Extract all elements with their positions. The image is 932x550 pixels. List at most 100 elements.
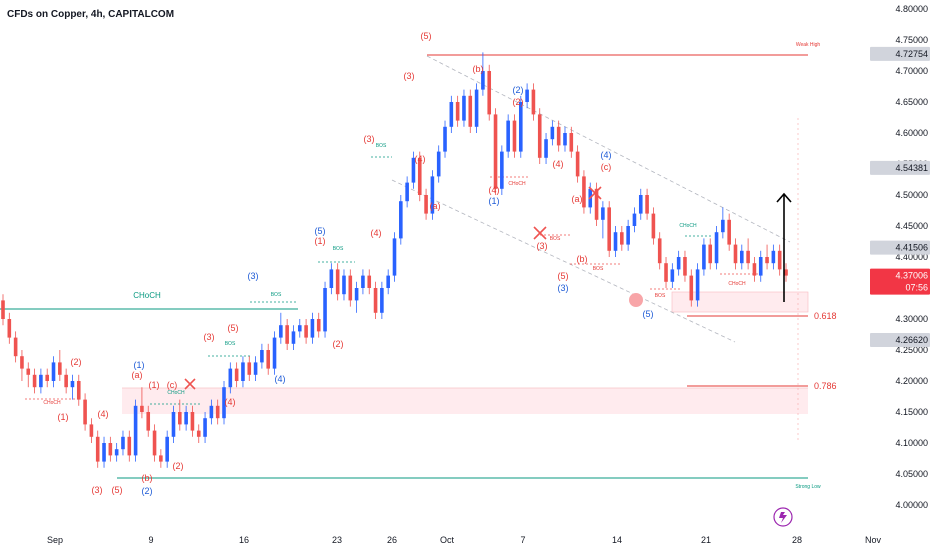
candle-body xyxy=(342,275,346,295)
candle-body xyxy=(721,219,725,233)
candle-body xyxy=(683,257,687,276)
current-price-tag xyxy=(870,268,930,295)
x-tick-label: Oct xyxy=(440,535,455,545)
structure-label: BOS xyxy=(593,266,604,272)
x-tick-label: 26 xyxy=(387,535,397,545)
candle-body xyxy=(512,120,517,152)
candle-body xyxy=(260,350,264,363)
candle-body xyxy=(272,337,277,369)
candle-body xyxy=(620,232,624,245)
candle-body xyxy=(392,238,397,276)
candle-body xyxy=(184,412,188,425)
wave-label-blue: (2) xyxy=(142,486,153,496)
candle-body xyxy=(83,399,87,425)
x-tick-label: 16 xyxy=(239,535,249,545)
structure-label: BOS xyxy=(271,292,282,298)
x-marker-icon xyxy=(184,378,196,390)
candle-body xyxy=(102,443,106,462)
time-axis[interactable]: Sep 9 16 23 26 Oct 7 14 21 28 Nov xyxy=(47,535,882,545)
candle-body xyxy=(765,257,769,264)
y-tick-label: 4.40000 xyxy=(895,252,928,262)
candle-body xyxy=(601,207,605,220)
candle-body xyxy=(380,288,384,313)
candle-body xyxy=(664,263,668,282)
price-tag-background xyxy=(870,240,930,255)
y-tick-label: 4.65000 xyxy=(895,97,928,107)
candle-body xyxy=(727,219,731,245)
candle-body xyxy=(676,257,681,270)
candle-body xyxy=(405,182,409,202)
candle-body xyxy=(58,362,62,375)
candle-body xyxy=(670,269,675,282)
fib-labels: 0.618 0.786 xyxy=(814,311,837,391)
candle-body xyxy=(159,455,163,462)
structure-label: Weak High xyxy=(796,42,821,48)
candle-body xyxy=(316,319,321,332)
candle-body xyxy=(348,275,353,301)
y-tick-label: 4.45000 xyxy=(895,221,928,231)
structure-label: BOS xyxy=(225,341,236,347)
candle-body xyxy=(575,151,580,177)
candle-body xyxy=(651,213,656,239)
candle-body xyxy=(752,263,757,276)
y-tick-label: 4.75000 xyxy=(895,35,928,45)
candle-body xyxy=(638,195,643,214)
candle-body xyxy=(70,381,75,388)
x-tick-label: 23 xyxy=(332,535,342,545)
wave-label-red: (4) xyxy=(371,228,382,238)
candle-body xyxy=(411,157,416,183)
wave-label-blue: (3) xyxy=(248,271,259,281)
candle-body xyxy=(253,362,258,375)
candle-body xyxy=(13,337,18,357)
candle-body xyxy=(714,232,719,264)
y-tick-label: 4.20000 xyxy=(895,376,928,386)
x-tick-label: 9 xyxy=(148,535,153,545)
candle-body xyxy=(20,356,24,369)
candle-body xyxy=(702,244,706,270)
wave-label-red: (3) xyxy=(204,332,215,342)
y-tick-label: 4.50000 xyxy=(895,190,928,200)
candle-body xyxy=(89,424,94,437)
structure-label: CHoCH xyxy=(508,181,526,187)
wave-label-red: (2) xyxy=(173,461,184,471)
candle-body xyxy=(424,195,428,214)
price-tag-background xyxy=(870,160,930,175)
channel-lower-line xyxy=(391,179,736,343)
candle-body xyxy=(386,275,390,288)
structure-label: BOS xyxy=(333,246,344,252)
candle-body xyxy=(481,71,485,90)
candle-body xyxy=(323,288,327,332)
structure-label: BOS xyxy=(376,143,387,149)
time-axis-background xyxy=(0,530,870,550)
candle-body xyxy=(39,374,43,388)
candle-body xyxy=(1,300,5,319)
candle-body xyxy=(436,151,441,177)
structure-label: Strong Low xyxy=(795,484,821,490)
candle-body xyxy=(443,126,447,152)
y-tick-label: 4.25000 xyxy=(895,345,928,355)
y-tick-label: 4.10000 xyxy=(895,438,928,448)
candle-body xyxy=(108,443,113,456)
candle-body xyxy=(196,430,201,437)
candle-body xyxy=(531,89,536,115)
wave-annotations: (2)(1) (4)(3) (5)(b)(a)(1) (c)(2)(3)(5)(4)(… xyxy=(43,31,821,496)
candle-body xyxy=(695,269,700,301)
wave-label-red: (b) xyxy=(142,473,153,483)
candle-body xyxy=(304,325,308,338)
candle-body xyxy=(613,232,618,251)
candle-body xyxy=(563,133,567,146)
structure-label: BOS xyxy=(655,293,666,299)
current-price-value: 4.37006 xyxy=(895,271,928,281)
structure-label: CHoCH xyxy=(43,400,61,406)
candle-body xyxy=(51,362,56,381)
fib-level-label: 0.786 xyxy=(814,381,837,391)
y-tick-label: 4.05000 xyxy=(895,469,928,479)
candle-body xyxy=(178,412,182,425)
wave-label-red: (b) xyxy=(473,64,484,74)
candle-body xyxy=(222,387,226,419)
wave-label-red: (3) xyxy=(92,485,103,495)
wave-label-red: (5) xyxy=(421,31,432,41)
wave-label-blue: (1) xyxy=(134,360,145,370)
candle-body xyxy=(493,114,498,189)
